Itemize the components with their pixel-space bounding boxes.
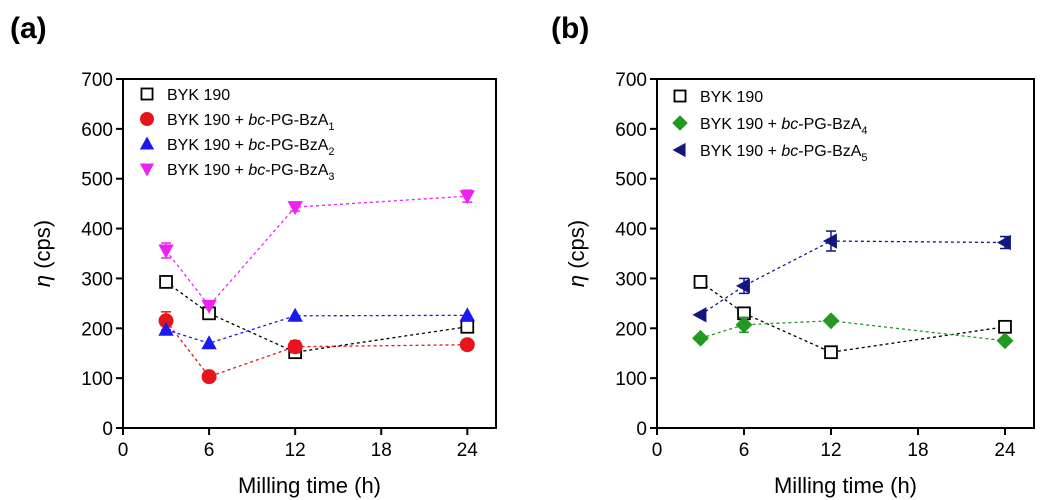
data-point bbox=[201, 369, 217, 385]
y-tick-label: 600 bbox=[81, 120, 113, 141]
legend-label: BYK 190 bbox=[167, 87, 230, 104]
x-tick-label: 6 bbox=[739, 440, 750, 461]
series-3 bbox=[692, 230, 1011, 323]
y-tick-label: 200 bbox=[81, 319, 113, 340]
data-point bbox=[822, 312, 840, 330]
legend-marker bbox=[140, 87, 154, 101]
legend-marker bbox=[672, 142, 686, 158]
legend-entry: BYK 190 + bc-PG-BzA2 bbox=[139, 136, 335, 158]
legend-label: BYK 190 + bc-PG-BzA1 bbox=[167, 112, 335, 133]
data-point bbox=[692, 307, 707, 323]
y-tick-label: 0 bbox=[636, 419, 647, 440]
y-tick-label: 400 bbox=[81, 220, 113, 241]
legend-label: BYK 190 bbox=[700, 89, 763, 106]
data-point bbox=[158, 244, 174, 259]
legend-entry: BYK 190 + bc-PG-BzA5 bbox=[672, 142, 868, 164]
data-point bbox=[459, 190, 476, 205]
x-tick-label: 24 bbox=[994, 440, 1016, 461]
y-tick-label: 300 bbox=[81, 269, 113, 290]
chart-panel-b: (b) 0 6 12 18 24 0 100 200 300 400 500 600 700 Milling… bbox=[551, 12, 1035, 498]
data-point bbox=[287, 201, 303, 216]
legend-marker bbox=[139, 163, 155, 177]
legend-label: BYK 190 + bc-PG-BzA5 bbox=[700, 143, 868, 164]
x-tick-label: 24 bbox=[457, 440, 479, 461]
x-tick-label: 18 bbox=[371, 440, 392, 461]
series-2 bbox=[692, 312, 1014, 350]
data-point bbox=[822, 233, 837, 249]
legend-label: BYK 190 + bc-PG-BzA3 bbox=[167, 162, 335, 183]
legend-entry: BYK 190 + bc-PG-BzA3 bbox=[139, 162, 335, 183]
x-tick-label: 0 bbox=[118, 440, 129, 461]
y-axis-title: η (cps) bbox=[564, 220, 589, 287]
x-tick-label: 0 bbox=[652, 440, 663, 461]
data-point bbox=[692, 329, 709, 347]
x-tick-label: 6 bbox=[204, 440, 215, 461]
legend-marker bbox=[140, 112, 154, 126]
legend-label: BYK 190 + bc-PG-BzA4 bbox=[700, 116, 868, 137]
y-tick-label: 500 bbox=[81, 170, 113, 191]
data-point bbox=[693, 275, 708, 289]
data-point bbox=[201, 299, 217, 314]
panel-label: (b) bbox=[551, 12, 589, 45]
data-point bbox=[735, 278, 750, 294]
x-axis-title: Milling time (h) bbox=[774, 473, 917, 498]
data-point bbox=[996, 332, 1014, 350]
x-tick-label: 12 bbox=[285, 440, 306, 461]
data-point bbox=[459, 337, 475, 353]
y-axis-unit: (cps) bbox=[30, 220, 55, 275]
data-point bbox=[201, 335, 217, 350]
y-tick-label: 100 bbox=[81, 369, 113, 390]
legend-marker bbox=[673, 89, 687, 103]
y-tick-label: 700 bbox=[81, 70, 113, 91]
data-point bbox=[998, 319, 1012, 334]
y-tick-label: 600 bbox=[615, 120, 647, 141]
data-point bbox=[159, 275, 173, 289]
data-point bbox=[735, 316, 753, 334]
y-tick-label: 300 bbox=[615, 269, 647, 290]
series-line bbox=[165, 195, 468, 307]
y-tick-label: 200 bbox=[615, 319, 647, 340]
series-4 bbox=[158, 189, 476, 314]
x-tick-label: 18 bbox=[907, 440, 928, 461]
series-line bbox=[165, 320, 468, 378]
chart-panel-a: (a) 0 6 12 18 24 0 100 200 300 400 500 600 700 Milling… bbox=[10, 12, 497, 498]
panel-label: (a) bbox=[10, 12, 47, 45]
series-line bbox=[700, 281, 1006, 353]
y-tick-label: 400 bbox=[615, 220, 647, 241]
legend-marker bbox=[139, 136, 155, 150]
legend-label: BYK 190 + bc-PG-BzA2 bbox=[167, 137, 335, 158]
data-point bbox=[459, 307, 476, 322]
plot-frame bbox=[656, 78, 1035, 429]
legend-entry: BYK 190 + bc-PG-BzA1 bbox=[140, 112, 335, 133]
data-point bbox=[287, 307, 303, 322]
y-tick-label: 700 bbox=[615, 70, 647, 91]
series-line bbox=[165, 314, 468, 344]
y-tick-label: 500 bbox=[615, 170, 647, 191]
y-axis-unit: (cps) bbox=[564, 220, 589, 275]
legend-marker bbox=[672, 115, 688, 131]
data-point bbox=[460, 319, 475, 334]
series-3 bbox=[158, 307, 476, 350]
y-tick-label: 100 bbox=[615, 369, 647, 390]
data-point bbox=[824, 345, 838, 360]
x-axis-title: Milling time (h) bbox=[238, 473, 381, 498]
legend-entry: BYK 190 bbox=[140, 87, 230, 104]
data-point bbox=[158, 321, 174, 336]
y-tick-label: 0 bbox=[102, 419, 113, 440]
series-line bbox=[700, 240, 1006, 316]
data-point bbox=[996, 234, 1011, 251]
y-axis-symbol: η bbox=[30, 275, 55, 287]
legend-entry: BYK 190 + bc-PG-BzA4 bbox=[672, 115, 868, 137]
legend-entry: BYK 190 bbox=[673, 89, 763, 106]
data-point bbox=[287, 339, 303, 355]
y-axis-title: η (cps) bbox=[30, 220, 55, 287]
y-axis-symbol: η bbox=[564, 275, 589, 287]
x-tick-label: 12 bbox=[820, 440, 841, 461]
plot-frame bbox=[122, 78, 497, 429]
series-line bbox=[165, 281, 468, 353]
